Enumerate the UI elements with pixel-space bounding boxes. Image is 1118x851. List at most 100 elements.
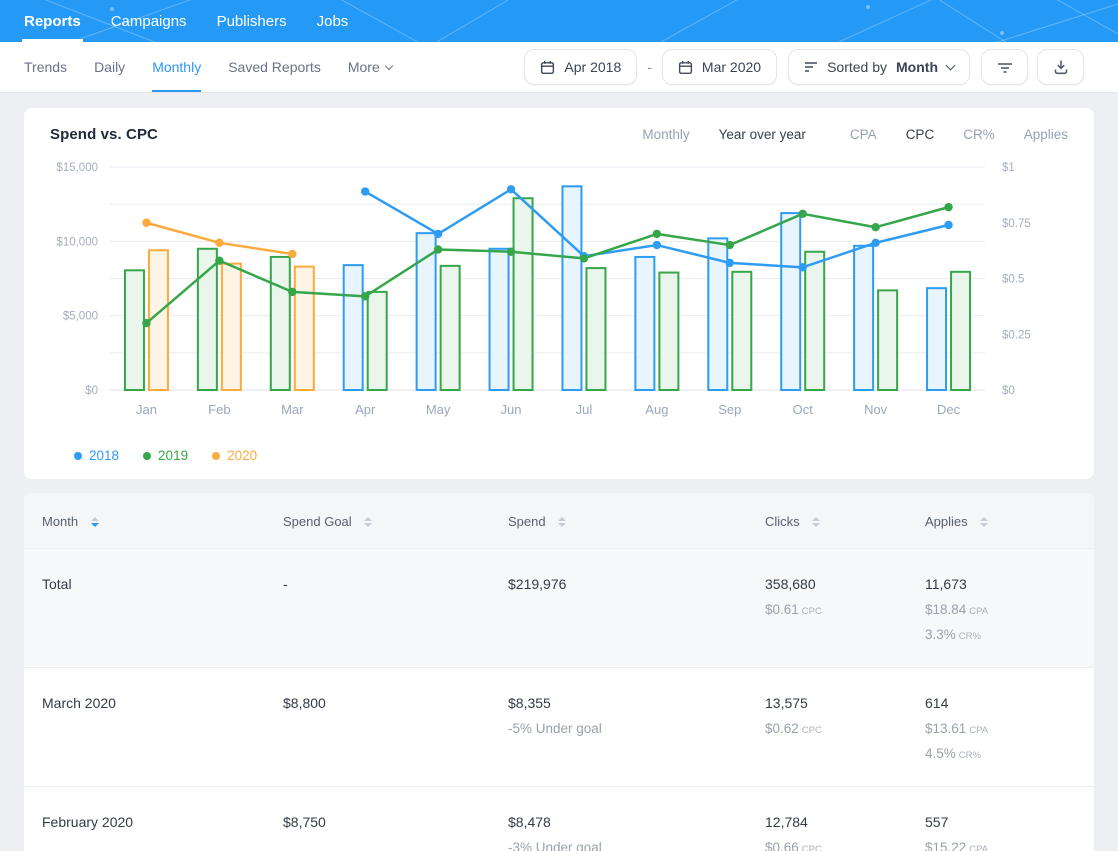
metric-tab-cpc[interactable]: CPC: [905, 127, 935, 142]
tab-monthly[interactable]: Monthly: [152, 42, 202, 92]
cpa-unit-label: CPA: [969, 606, 989, 618]
point-2020-Mar[interactable]: [288, 249, 297, 259]
point-2019-Oct[interactable]: [798, 209, 807, 219]
point-2019-Mar[interactable]: [288, 287, 297, 297]
column-header-applies[interactable]: Applies: [907, 493, 1094, 549]
point-2020-Feb[interactable]: [215, 238, 224, 248]
line-2019: [145, 205, 949, 325]
bar-2018-May[interactable]: [415, 232, 437, 392]
bar-2018-Jun[interactable]: [488, 247, 510, 392]
point-2019-Jun[interactable]: [506, 247, 516, 256]
report-sub-nav: Trends Daily Monthly Saved Reports More …: [0, 42, 1118, 93]
point-2019-Jan[interactable]: [142, 318, 151, 328]
point-2018-Sep[interactable]: [725, 258, 734, 268]
point-2019-Aug[interactable]: [652, 229, 662, 239]
bar-2019-Jan[interactable]: [123, 269, 145, 391]
chart-tabs: Monthly Year over year CPA CPC CR% Appli…: [613, 127, 1068, 142]
legend-dot-2019: [143, 451, 152, 460]
filter-button[interactable]: [981, 49, 1028, 85]
point-2019-Sep[interactable]: [725, 240, 734, 250]
bar-2019-Aug[interactable]: [658, 271, 680, 391]
cpc-sub-value: $0.66 CPC: [765, 840, 907, 851]
calendar-icon: [678, 60, 692, 74]
sort-by-dropdown[interactable]: Sorted by Month: [788, 49, 970, 85]
bar-2018-Apr[interactable]: [342, 264, 364, 391]
topnav-item-campaigns[interactable]: Campaigns: [110, 12, 187, 30]
point-2019-Apr[interactable]: [361, 292, 370, 301]
cpc-unit-label: CPC: [801, 844, 822, 851]
bar-2018-Sep[interactable]: [707, 237, 729, 391]
point-2018-May[interactable]: [433, 229, 443, 239]
metric-tab-applies[interactable]: Applies: [1023, 127, 1068, 142]
point-2019-Jul[interactable]: [579, 254, 589, 263]
bar-2019-Oct[interactable]: [804, 250, 826, 391]
point-2018-Apr[interactable]: [361, 187, 370, 196]
legend-item-2020[interactable]: 2020: [212, 448, 257, 463]
bar-2019-Sep[interactable]: [731, 270, 753, 391]
monthly-report-table: Month Spend Goal Spend Clicks: [24, 493, 1094, 851]
bar-2018-Nov[interactable]: [853, 244, 875, 391]
right-axis-tick: $0.75: [1002, 218, 1031, 230]
point-2018-Aug[interactable]: [652, 240, 662, 250]
column-header-spend-goal[interactable]: Spend Goal: [265, 493, 490, 549]
table-header-row: Month Spend Goal Spend Clicks: [24, 493, 1094, 549]
left-axis-tick: $15,000: [56, 162, 98, 174]
point-2018-Oct[interactable]: [798, 263, 807, 272]
point-2018-Jun[interactable]: [506, 185, 516, 194]
tab-daily[interactable]: Daily: [94, 59, 126, 75]
bar-2018-Jul[interactable]: [561, 185, 583, 392]
point-2019-May[interactable]: [433, 245, 443, 254]
cell-applies: 614 $13.61 CPA 4.5% CR%: [907, 667, 1094, 787]
bar-2019-Feb[interactable]: [196, 247, 218, 392]
legend-item-2018[interactable]: 2018: [74, 448, 119, 463]
bar-2019-May[interactable]: [439, 264, 461, 391]
point-2019-Feb[interactable]: [215, 256, 224, 265]
point-2018-Dec[interactable]: [944, 220, 953, 230]
tab-saved-reports[interactable]: Saved Reports: [228, 59, 321, 75]
chart-title: Spend vs. CPC: [50, 126, 158, 143]
topnav-item-publishers[interactable]: Publishers: [216, 12, 287, 30]
left-axis-tick: $5,000: [63, 311, 98, 323]
column-header-spend[interactable]: Spend: [490, 493, 747, 549]
date-to-picker[interactable]: Mar 2020: [661, 49, 778, 85]
tab-trends[interactable]: Trends: [24, 59, 68, 75]
bar-2020-Mar[interactable]: [293, 265, 315, 391]
download-button[interactable]: [1037, 49, 1084, 85]
cell-spend-goal: $8,750: [265, 786, 490, 851]
bar-2018-Dec[interactable]: [926, 287, 948, 391]
column-label: Spend: [508, 514, 546, 530]
metric-tab-cr[interactable]: CR%: [963, 127, 995, 142]
x-axis-month-label: Sep: [718, 402, 741, 417]
view-tab-monthly[interactable]: Monthly: [642, 127, 690, 142]
view-tab-year-over-year[interactable]: Year over year: [718, 127, 806, 142]
bar-2018-Oct[interactable]: [780, 212, 802, 391]
topnav-item-reports[interactable]: Reports: [22, 0, 83, 42]
x-axis-month-label: Jun: [501, 402, 522, 417]
bar-2019-Nov[interactable]: [877, 289, 899, 391]
point-2019-Nov[interactable]: [871, 223, 880, 232]
column-header-clicks[interactable]: Clicks: [747, 493, 907, 549]
cpc-sub-value: $0.62 CPC: [765, 721, 822, 737]
bar-2019-Jun[interactable]: [512, 197, 534, 391]
topnav-item-jobs[interactable]: Jobs: [316, 12, 349, 30]
column-header-month[interactable]: Month: [24, 493, 265, 549]
bar-2019-Dec[interactable]: [950, 270, 972, 391]
date-to-value: Mar 2020: [701, 59, 762, 75]
legend-item-2019[interactable]: 2019: [143, 448, 188, 463]
metric-tab-cpa[interactable]: CPA: [849, 127, 877, 142]
bar-2019-Jul[interactable]: [585, 267, 607, 391]
bar-2019-Mar[interactable]: [269, 255, 291, 392]
applies-value: 557: [925, 814, 949, 831]
cpa-sub-value: $13.61 CPA: [925, 721, 989, 737]
point-2018-Nov[interactable]: [871, 238, 880, 248]
date-from-picker[interactable]: Apr 2018: [524, 49, 638, 85]
bar-2018-Aug[interactable]: [634, 255, 656, 392]
cpc-sub-value: $0.61 CPC: [765, 602, 822, 618]
tab-more[interactable]: More: [348, 42, 393, 92]
point-2020-Jan[interactable]: [142, 218, 151, 227]
bar-2020-Feb[interactable]: [220, 262, 242, 391]
bar-2019-Apr[interactable]: [366, 290, 388, 392]
column-label: Clicks: [765, 514, 800, 530]
point-2019-Dec[interactable]: [944, 202, 953, 212]
